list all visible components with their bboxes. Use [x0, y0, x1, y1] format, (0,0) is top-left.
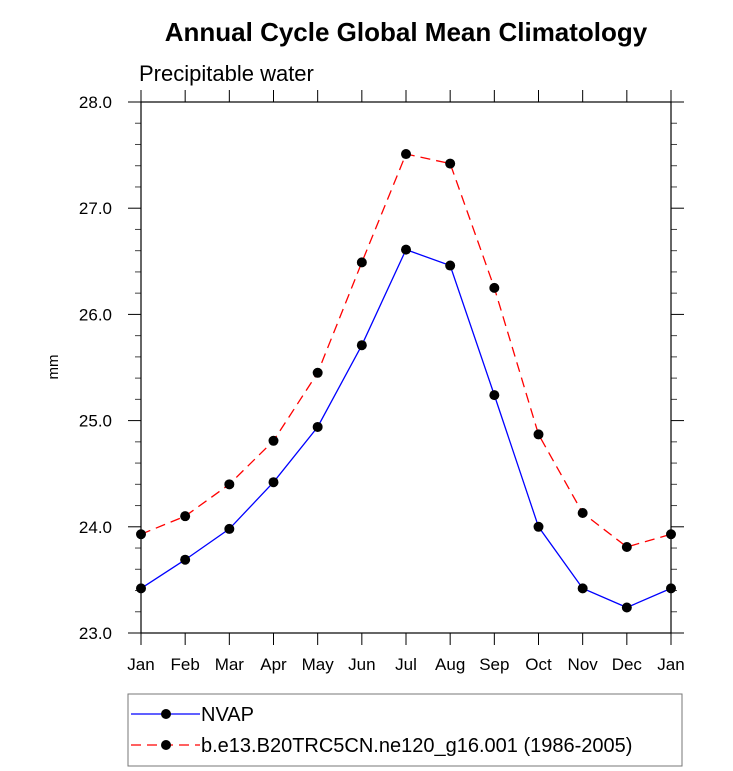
x-tick-label: Dec: [612, 655, 643, 674]
y-tick-labels: 23.0 24.0 25.0 26.0 27.0 28.0: [79, 93, 112, 643]
y-tick-label: 24.0: [79, 518, 112, 537]
data-point: [445, 158, 456, 169]
data-point: [312, 367, 323, 378]
legend-box: [127, 693, 683, 767]
data-point: [356, 340, 367, 351]
data-point: [268, 477, 279, 488]
data-point: [401, 149, 411, 160]
x-tick-label: Oct: [525, 655, 552, 674]
data-point: [312, 421, 323, 432]
data-point: [577, 583, 588, 594]
legend-marker-model: [161, 740, 171, 750]
y-axis-label: mm: [45, 355, 62, 380]
legend-entry-model: b.e13.B20TRC5CN.ne120_g16.001 (1986-2005…: [131, 735, 632, 757]
data-point: [621, 602, 632, 613]
data-point: [180, 554, 191, 565]
data-point: [224, 523, 235, 534]
x-tick-label: Nov: [568, 655, 599, 674]
legend-label-model: b.e13.B20TRC5CN.ne120_g16.001 (1986-2005…: [201, 735, 632, 757]
y-tick-label: 27.0: [79, 199, 112, 218]
data-point: [401, 244, 411, 255]
axis-ticks: [128, 90, 684, 645]
x-tick-label: Jan: [127, 655, 154, 674]
series-nvap: [136, 244, 676, 613]
legend-marker-nvap: [161, 709, 171, 719]
chart-title: Annual Cycle Global Mean Climatology: [165, 17, 648, 47]
series-model: [136, 149, 676, 552]
data-point: [489, 282, 500, 293]
x-tick-label: Sep: [479, 655, 509, 674]
legend-label-nvap: NVAP: [201, 704, 254, 726]
x-tick-label: Aug: [435, 655, 465, 674]
data-point: [533, 521, 544, 532]
series-line: [140, 153, 672, 548]
series-line: [140, 248, 672, 609]
chart-subtitle: Precipitable water: [139, 61, 314, 86]
x-tick-label: Feb: [171, 655, 200, 674]
data-point: [224, 479, 235, 490]
x-tick-label: Apr: [260, 655, 287, 674]
data-point: [180, 511, 191, 522]
x-tick-label: May: [302, 655, 335, 674]
data-point: [489, 390, 500, 401]
plot-frame: [140, 101, 672, 634]
x-tick-label: Jun: [348, 655, 375, 674]
y-tick-label: 26.0: [79, 305, 112, 324]
data-point: [268, 435, 279, 446]
data-point: [621, 541, 632, 552]
x-tick-labels: Jan Feb Mar Apr May Jun Jul Aug Sep Oct Nov Dec Jan: [127, 655, 684, 674]
y-tick-label: 23.0: [79, 624, 112, 643]
x-tick-label: Jul: [395, 655, 417, 674]
data-point: [577, 507, 588, 518]
series-layer: [136, 149, 676, 613]
legend: NVAP b.e13.B20TRC5CN.ne120_g16.001 (1986…: [127, 693, 683, 767]
y-tick-label: 28.0: [79, 93, 112, 112]
data-point: [533, 429, 544, 440]
x-tick-label: Jan: [657, 655, 684, 674]
legend-entry-nvap: NVAP: [131, 704, 254, 726]
y-tick-label: 25.0: [79, 412, 112, 431]
data-point: [356, 257, 367, 268]
data-point: [445, 260, 456, 271]
x-tick-label: Mar: [215, 655, 245, 674]
